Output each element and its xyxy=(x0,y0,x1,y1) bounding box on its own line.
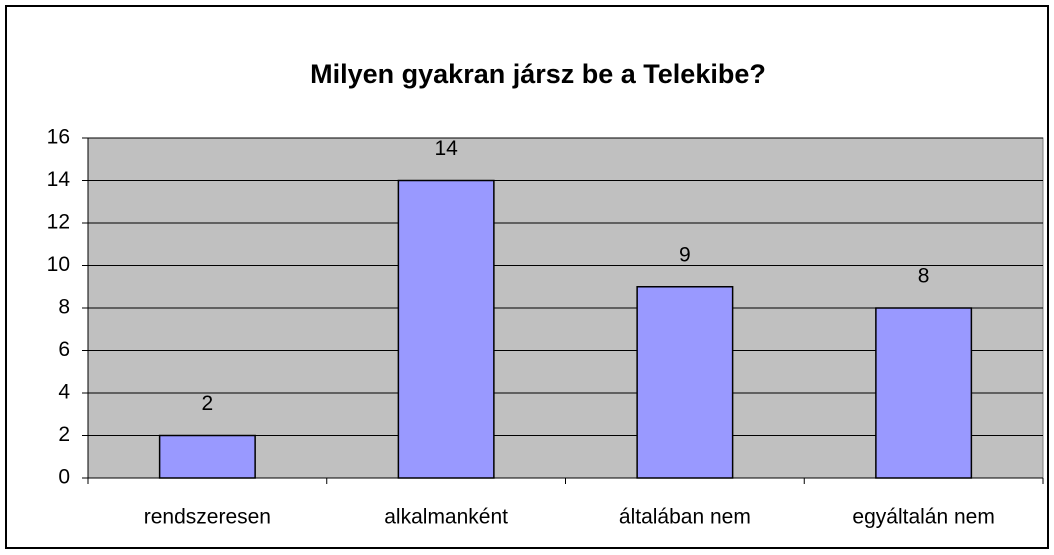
bar xyxy=(158,434,256,479)
y-tick-label: 0 xyxy=(58,466,70,489)
x-tick-label: egyáltalán nem xyxy=(852,506,994,529)
x-tick-label: rendszeresen xyxy=(144,506,271,529)
data-label: 9 xyxy=(679,243,691,266)
y-tick-label: 2 xyxy=(58,423,70,446)
data-label: 8 xyxy=(918,265,930,288)
y-tick-label: 12 xyxy=(47,211,70,234)
data-label: 2 xyxy=(202,392,214,415)
y-tick-label: 16 xyxy=(47,126,70,149)
bar xyxy=(636,286,734,479)
y-tick-label: 4 xyxy=(58,381,70,404)
y-tick-label: 6 xyxy=(58,338,70,361)
y-tick-label: 8 xyxy=(58,296,70,319)
data-label: 14 xyxy=(434,137,458,160)
y-tick-label: 14 xyxy=(47,168,71,191)
chart-title: Milyen gyakran jársz be a Telekibe? xyxy=(310,59,766,89)
x-tick-label: általában nem xyxy=(619,506,751,529)
y-tick-label: 10 xyxy=(47,253,70,276)
bar xyxy=(397,179,495,479)
x-tick-label: alkalmanként xyxy=(384,506,508,529)
bar xyxy=(875,307,973,479)
